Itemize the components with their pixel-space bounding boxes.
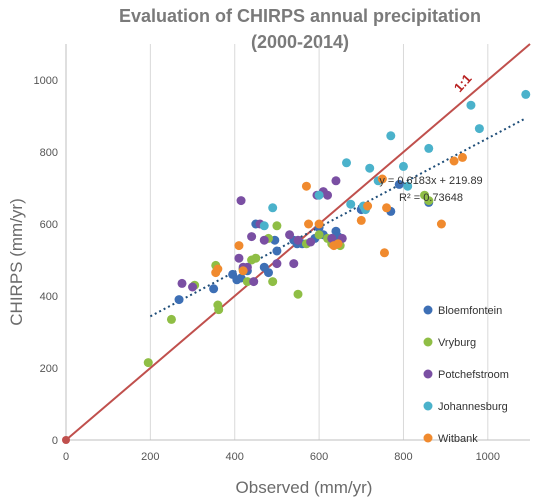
data-point-johannesburg [398,161,408,171]
data-point-vryburg [214,305,224,315]
data-point-witbank [213,264,223,274]
series-potchefstroom [177,176,347,292]
data-point-witbank [379,248,389,258]
data-point-witbank [382,203,392,213]
trendline-equation: y = 0.6183x + 219.89 [379,175,482,187]
legend-label-vryburg: Vryburg [438,337,476,349]
series-vryburg [143,190,434,368]
legend-marker-bloemfontein [423,305,433,315]
legend: Bloemfontein Vryburg Potchefstroom Johannes… [423,305,509,445]
data-point-potchefstroom [293,235,303,245]
chart-title-line-2: (2000-2014) [251,32,349,52]
legend-marker-vryburg [423,337,433,347]
x-axis-title: Observed (mm/yr) [236,478,373,497]
data-point-potchefstroom [285,230,295,240]
data-point-vryburg [251,253,261,263]
data-point-potchefstroom [177,278,187,288]
data-point-potchefstroom [188,282,198,292]
y-tick-label: 200 [40,363,58,375]
data-point-johannesburg [521,89,531,99]
data-point-vryburg [242,277,252,287]
data-point-witbank [301,181,311,191]
y-tick-label: 0 [52,435,58,447]
data-point-bloemfontein [174,295,184,305]
data-point-potchefstroom [259,235,269,245]
data-point-johannesburg [365,163,375,173]
y-axis-title: CHIRPS (mm/yr) [7,198,26,325]
series-witbank [211,152,468,278]
y-tick-label: 600 [40,219,58,231]
data-point-witbank [458,152,468,162]
legend-label-bloemfontein: Bloemfontein [438,305,502,317]
data-point-potchefstroom [234,253,244,263]
data-point-vryburg [293,289,303,299]
x-tick-label: 1000 [476,451,500,463]
legend-label-johannesburg: Johannesburg [438,401,508,413]
legend-marker-witbank [423,433,433,443]
origin-marker [62,436,70,444]
y-tick-label: 1000 [34,75,58,87]
legend-label-witbank: Witbank [438,433,478,445]
data-point-witbank [304,219,314,229]
data-point-johannesburg [342,158,352,168]
legend-marker-johannesburg [423,401,433,411]
data-point-vryburg [314,230,324,240]
data-point-potchefstroom [306,237,316,247]
data-point-potchefstroom [289,259,299,269]
chart-title-line-1: Evaluation of CHIRPS annual precipitatio… [119,6,481,26]
data-point-johannesburg [386,131,396,141]
data-point-johannesburg [424,143,434,153]
trendline [149,117,527,318]
data-point-potchefstroom [247,232,257,242]
data-point-witbank [333,239,343,249]
data-point-vryburg [424,196,434,206]
data-point-vryburg [143,358,153,368]
data-point-bloemfontein [272,246,282,256]
data-point-potchefstroom [327,233,337,243]
legend-marker-potchefstroom [423,369,433,379]
data-point-johannesburg [259,221,269,231]
data-point-potchefstroom [323,190,333,200]
data-point-bloemfontein [209,284,219,294]
data-point-potchefstroom [249,277,259,287]
data-point-bloemfontein [263,268,273,278]
x-tick-label: 600 [310,451,328,463]
data-point-johannesburg [314,190,324,200]
legend-label-potchefstroom: Potchefstroom [438,369,509,381]
x-tick-label: 800 [394,451,412,463]
series-johannesburg [259,89,531,231]
data-point-potchefstroom [331,176,341,186]
x-tick-label: 0 [63,451,69,463]
x-tick-label: 200 [141,451,159,463]
y-tick-label: 400 [40,291,58,303]
data-point-witbank [356,215,366,225]
data-point-vryburg [272,221,282,231]
data-point-witbank [377,174,387,184]
data-point-bloemfontein [394,179,404,189]
data-point-witbank [449,156,459,166]
data-point-johannesburg [466,100,476,110]
data-point-witbank [234,241,244,251]
one-to-one-label: 1:1 [451,71,475,95]
data-point-johannesburg [474,124,484,134]
trendline-r2: R² = 0.73648 [399,192,463,204]
data-point-vryburg [166,314,176,324]
data-point-vryburg [268,277,278,287]
data-point-witbank [238,266,248,276]
plot-area [62,43,531,444]
data-point-potchefstroom [236,196,246,206]
data-point-johannesburg [268,203,278,213]
data-point-witbank [436,219,446,229]
data-point-johannesburg [403,181,413,191]
data-point-potchefstroom [272,259,282,269]
data-point-johannesburg [346,199,356,209]
data-point-witbank [363,201,373,211]
y-tick-label: 800 [40,147,58,159]
data-point-witbank [314,219,324,229]
x-tick-label: 400 [226,451,244,463]
